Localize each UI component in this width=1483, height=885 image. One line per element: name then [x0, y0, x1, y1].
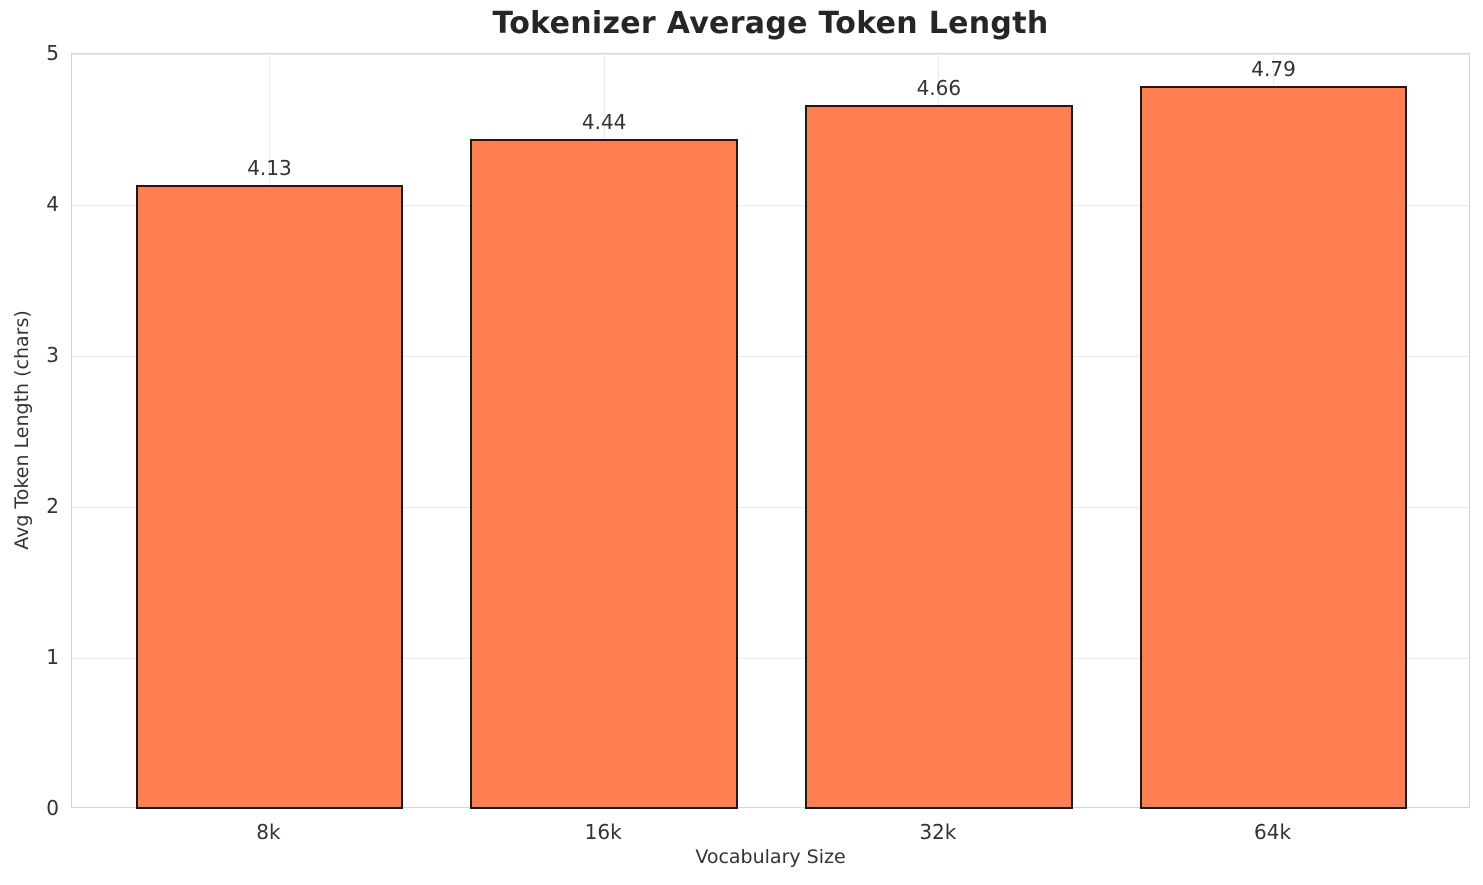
gridline-horizontal: [72, 657, 1469, 659]
bar: [135, 185, 404, 809]
x-tick-label: 16k: [584, 820, 622, 844]
x-tick-label: 64k: [1254, 820, 1292, 844]
y-axis-label: Avg Token Length (chars): [11, 310, 33, 550]
bar-value-label: 4.66: [916, 76, 962, 101]
x-tick-label: 8k: [256, 820, 281, 844]
plot-area: 4.13 4.44 4.66 4.79: [71, 53, 1470, 809]
bar: [470, 138, 739, 809]
x-axis-label: Vocabulary Size: [695, 846, 846, 868]
x-tick-label: 32k: [919, 820, 957, 844]
y-tick-label: 3: [46, 343, 59, 367]
bar-value-label: 4.13: [247, 156, 292, 181]
chart-title: Tokenizer Average Token Length: [492, 6, 1049, 41]
bar: [1139, 85, 1408, 809]
gridline-horizontal: [72, 53, 1469, 55]
y-tick-label: 5: [46, 41, 59, 65]
bar-value-label: 4.44: [581, 109, 627, 134]
bar: [804, 105, 1073, 809]
y-tick-label: 2: [46, 494, 59, 518]
gridline-horizontal: [72, 204, 1469, 206]
y-tick-label: 0: [46, 796, 59, 820]
gridline-horizontal: [72, 506, 1469, 508]
bar-value-label: 4.79: [1251, 56, 1296, 81]
gridline-horizontal: [72, 355, 1469, 357]
y-tick-label: 4: [46, 192, 59, 216]
y-tick-label: 1: [46, 645, 59, 669]
